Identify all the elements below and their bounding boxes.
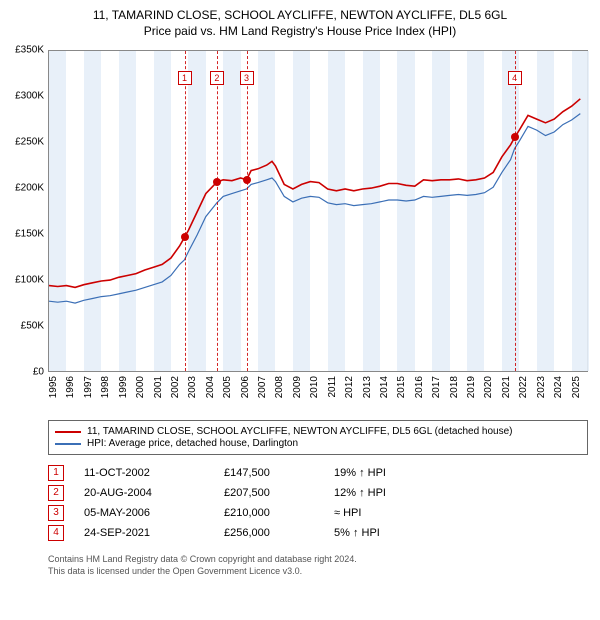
x-tick-label: 2005 [222, 376, 233, 398]
y-tick-label: £50K [6, 321, 44, 332]
event-delta: 12% ↑ HPI [334, 487, 588, 499]
title-subtitle: Price paid vs. HM Land Registry's House … [6, 24, 594, 38]
x-tick-label: 2016 [414, 376, 425, 398]
event-date: 24-SEP-2021 [84, 527, 224, 539]
event-row: 2 20-AUG-2004£207,50012% ↑ HPI [48, 485, 588, 501]
y-tick-label: £300K [6, 91, 44, 102]
y-tick-label: £250K [6, 137, 44, 148]
event-price: £256,000 [224, 527, 334, 539]
event-delta: 19% ↑ HPI [334, 467, 588, 479]
x-tick-label: 2012 [344, 376, 355, 398]
x-tick-label: 2018 [449, 376, 460, 398]
event-date: 20-AUG-2004 [84, 487, 224, 499]
y-tick-label: £100K [6, 275, 44, 286]
x-tick-label: 1996 [65, 376, 76, 398]
event-price: £210,000 [224, 507, 334, 519]
event-price: £147,500 [224, 467, 334, 479]
event-num-box: 4 [48, 525, 64, 541]
x-tick-label: 1997 [83, 376, 94, 398]
x-tick-label: 2011 [327, 376, 338, 398]
legend-swatch-blue [55, 443, 81, 445]
x-tick-label: 2023 [536, 376, 547, 398]
x-tick-label: 2010 [309, 376, 320, 398]
x-tick-label: 2014 [379, 376, 390, 398]
x-tick-label: 2022 [518, 376, 529, 398]
footer-line2: This data is licensed under the Open Gov… [48, 565, 588, 577]
event-dot [511, 133, 519, 141]
event-marker-box: 4 [508, 71, 522, 85]
y-tick-label: £150K [6, 229, 44, 240]
event-dashline [247, 51, 248, 371]
line-series-svg [49, 51, 589, 373]
footer: Contains HM Land Registry data © Crown c… [48, 553, 588, 577]
x-tick-label: 2021 [501, 376, 512, 398]
x-tick-label: 2017 [431, 376, 442, 398]
event-date: 05-MAY-2006 [84, 507, 224, 519]
event-marker-box: 3 [240, 71, 254, 85]
legend-label-blue: HPI: Average price, detached house, Darl… [87, 438, 298, 449]
x-tick-label: 2015 [396, 376, 407, 398]
event-row: 4 24-SEP-2021£256,0005% ↑ HPI [48, 525, 588, 541]
event-row: 1 11-OCT-2002£147,50019% ↑ HPI [48, 465, 588, 481]
x-tick-label: 1999 [118, 376, 129, 398]
x-tick-label: 2007 [257, 376, 268, 398]
chart-container: 11, TAMARIND CLOSE, SCHOOL AYCLIFFE, NEW… [0, 0, 600, 583]
x-tick-label: 2001 [153, 376, 164, 398]
x-tick-label: 2004 [205, 376, 216, 398]
legend: 11, TAMARIND CLOSE, SCHOOL AYCLIFFE, NEW… [48, 420, 588, 455]
x-tick-label: 2003 [187, 376, 198, 398]
event-num-box: 1 [48, 465, 64, 481]
y-tick-label: £200K [6, 183, 44, 194]
chart-wrap: 1 2 3 4 £0 £50K £100K £150K £200K £250K £300K £350… [6, 42, 594, 412]
x-tick-label: 1995 [48, 376, 59, 398]
event-dot [243, 176, 251, 184]
y-tick-label: £350K [6, 45, 44, 56]
x-tick-label: 2025 [571, 376, 582, 398]
x-tick-label: 2009 [292, 376, 303, 398]
event-dot [213, 178, 221, 186]
x-tick-label: 2008 [274, 376, 285, 398]
legend-label-red: 11, TAMARIND CLOSE, SCHOOL AYCLIFFE, NEW… [87, 426, 513, 437]
legend-row-red: 11, TAMARIND CLOSE, SCHOOL AYCLIFFE, NEW… [55, 426, 581, 437]
x-tick-label: 2020 [483, 376, 494, 398]
x-tick-label: 1998 [100, 376, 111, 398]
event-price: £207,500 [224, 487, 334, 499]
x-tick-label: 2013 [362, 376, 373, 398]
legend-row-blue: HPI: Average price, detached house, Darl… [55, 438, 581, 449]
event-delta: 5% ↑ HPI [334, 527, 588, 539]
event-delta: ≈ HPI [334, 507, 588, 519]
event-marker-box: 1 [178, 71, 192, 85]
event-dashline [217, 51, 218, 371]
event-num-box: 3 [48, 505, 64, 521]
x-tick-label: 2002 [170, 376, 181, 398]
plot-area: 1 2 3 4 [48, 50, 588, 372]
x-tick-label: 2019 [466, 376, 477, 398]
event-date: 11-OCT-2002 [84, 467, 224, 479]
x-tick-label: 2000 [135, 376, 146, 398]
title-address: 11, TAMARIND CLOSE, SCHOOL AYCLIFFE, NEW… [6, 8, 594, 22]
event-dashline [185, 51, 186, 371]
legend-swatch-red [55, 431, 81, 433]
event-num-box: 2 [48, 485, 64, 501]
x-tick-label: 2006 [240, 376, 251, 398]
y-tick-label: £0 [6, 367, 44, 378]
series-line [49, 99, 580, 288]
event-dashline [515, 51, 516, 371]
footer-line1: Contains HM Land Registry data © Crown c… [48, 553, 588, 565]
event-marker-box: 2 [210, 71, 224, 85]
events-table: 1 11-OCT-2002£147,50019% ↑ HPI 2 20-AUG-200… [48, 465, 588, 541]
event-row: 3 05-MAY-2006£210,000≈ HPI [48, 505, 588, 521]
event-dot [181, 233, 189, 241]
title-block: 11, TAMARIND CLOSE, SCHOOL AYCLIFFE, NEW… [6, 8, 594, 38]
x-tick-label: 2024 [553, 376, 564, 398]
